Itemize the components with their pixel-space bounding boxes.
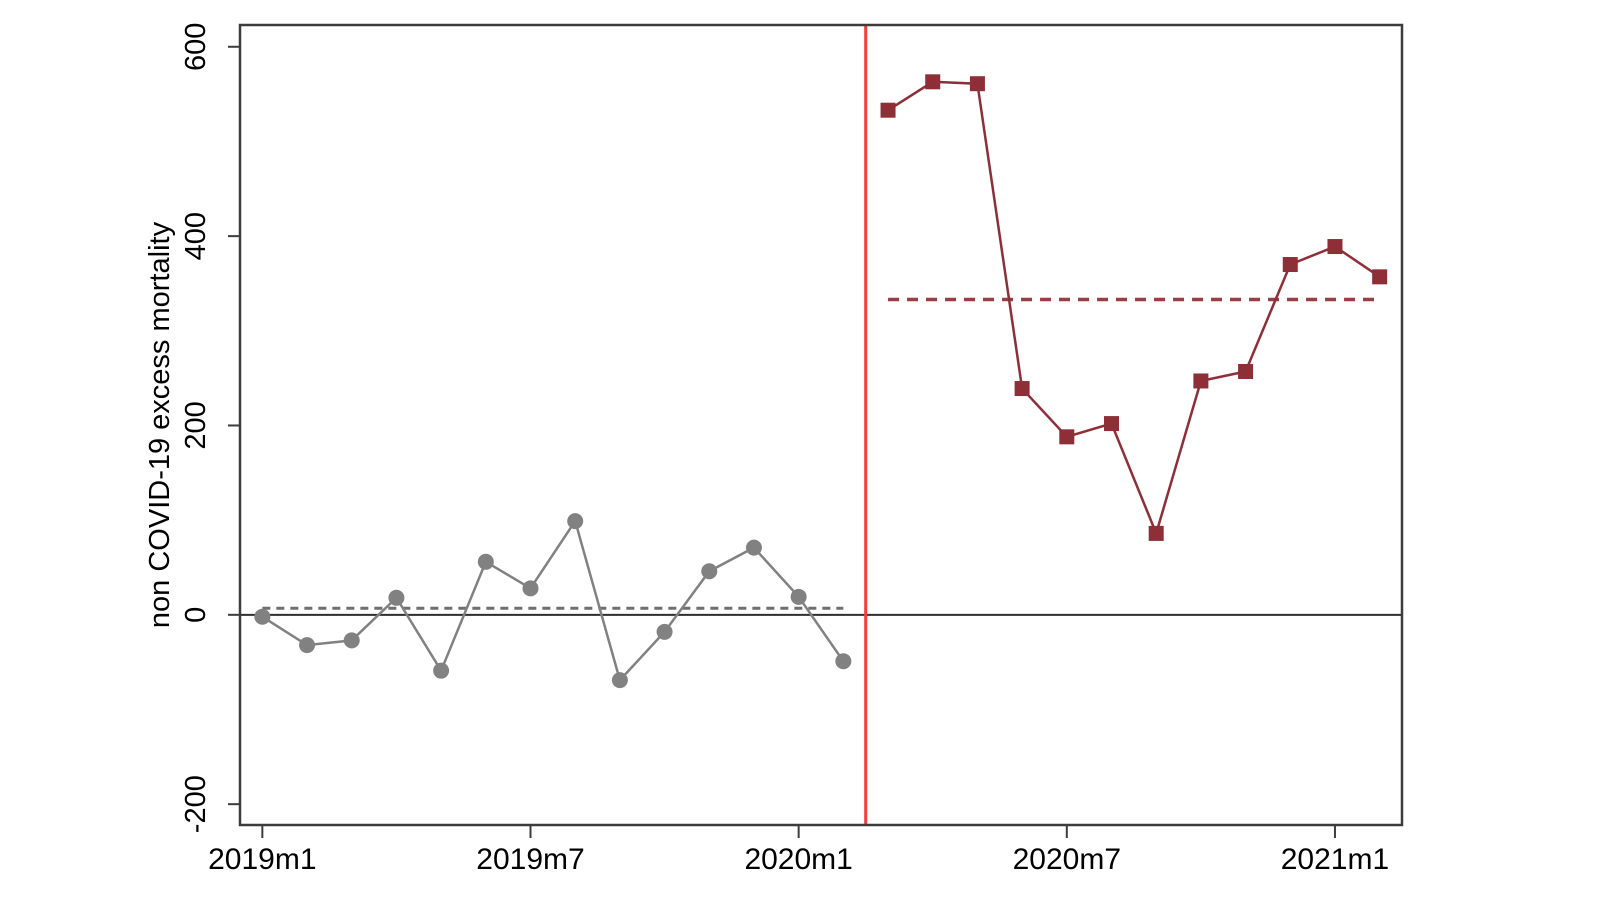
y-tick-label: 600: [180, 23, 212, 71]
pre-series-point-2019m9: [611, 672, 628, 689]
post-series-point-2020m9: [1148, 525, 1164, 541]
post-series-point-2021m2: [1372, 269, 1388, 285]
post-series-point-2021m1: [1327, 239, 1343, 255]
pre-series-point-2019m3: [343, 632, 360, 649]
pre-series-point-2020m1: [790, 588, 807, 605]
post-series-point-2020m10: [1193, 373, 1209, 389]
post-series-point-2020m3: [880, 102, 896, 118]
post-series-point-2020m12: [1282, 257, 1298, 273]
pre-series-point-2019m2: [299, 637, 316, 654]
post-series-point-2020m8: [1104, 416, 1119, 432]
x-tick-label: 2020m7: [1013, 843, 1121, 876]
pre-series-point-2019m7: [522, 580, 539, 597]
post-series-point-2020m4: [925, 74, 941, 90]
x-tick-label: 2019m1: [208, 843, 316, 876]
plot-frame: [238, 23, 1404, 827]
post-series-point-2020m5: [969, 76, 985, 92]
pre-series-point-2019m6: [477, 553, 494, 570]
pre-series-point-2019m10: [656, 623, 673, 640]
y-axis-title: non COVID-19 excess mortality: [144, 221, 176, 629]
x-tick-label: 2020m1: [744, 843, 852, 876]
y-tick-label: 200: [180, 401, 212, 449]
x-tick-label: 2019m7: [476, 843, 584, 876]
y-tick-label: 400: [180, 212, 212, 260]
pre-series-point-2019m1: [254, 608, 271, 625]
pre-series-point-2019m11: [701, 563, 718, 580]
post-series-line: [887, 80, 1381, 538]
pre-series-point-2019m8: [567, 513, 584, 530]
y-tick-label: 0: [180, 607, 212, 623]
pre-series-point-2019m5: [433, 662, 450, 679]
pre-series-point-2019m4: [388, 589, 405, 606]
pre-series-point-2019m12: [745, 539, 762, 556]
y-tick-label: -200: [180, 775, 212, 833]
pre-series-point-2020m2: [835, 653, 852, 670]
x-tick-label: 2021m1: [1281, 843, 1389, 876]
pre-series-line: [261, 518, 845, 683]
post-series-point-2020m7: [1059, 429, 1075, 445]
post-series-point-2020m6: [1014, 381, 1030, 397]
post-series-point-2020m11: [1238, 364, 1254, 380]
